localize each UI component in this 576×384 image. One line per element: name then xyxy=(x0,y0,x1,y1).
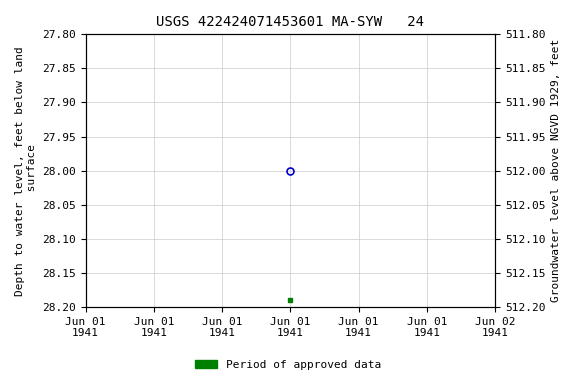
Title: USGS 422424071453601 MA-SYW   24: USGS 422424071453601 MA-SYW 24 xyxy=(157,15,425,29)
Legend: Period of approved data: Period of approved data xyxy=(191,356,385,375)
Y-axis label: Groundwater level above NGVD 1929, feet: Groundwater level above NGVD 1929, feet xyxy=(551,39,561,302)
Y-axis label: Depth to water level, feet below land
 surface: Depth to water level, feet below land su… xyxy=(15,46,37,296)
